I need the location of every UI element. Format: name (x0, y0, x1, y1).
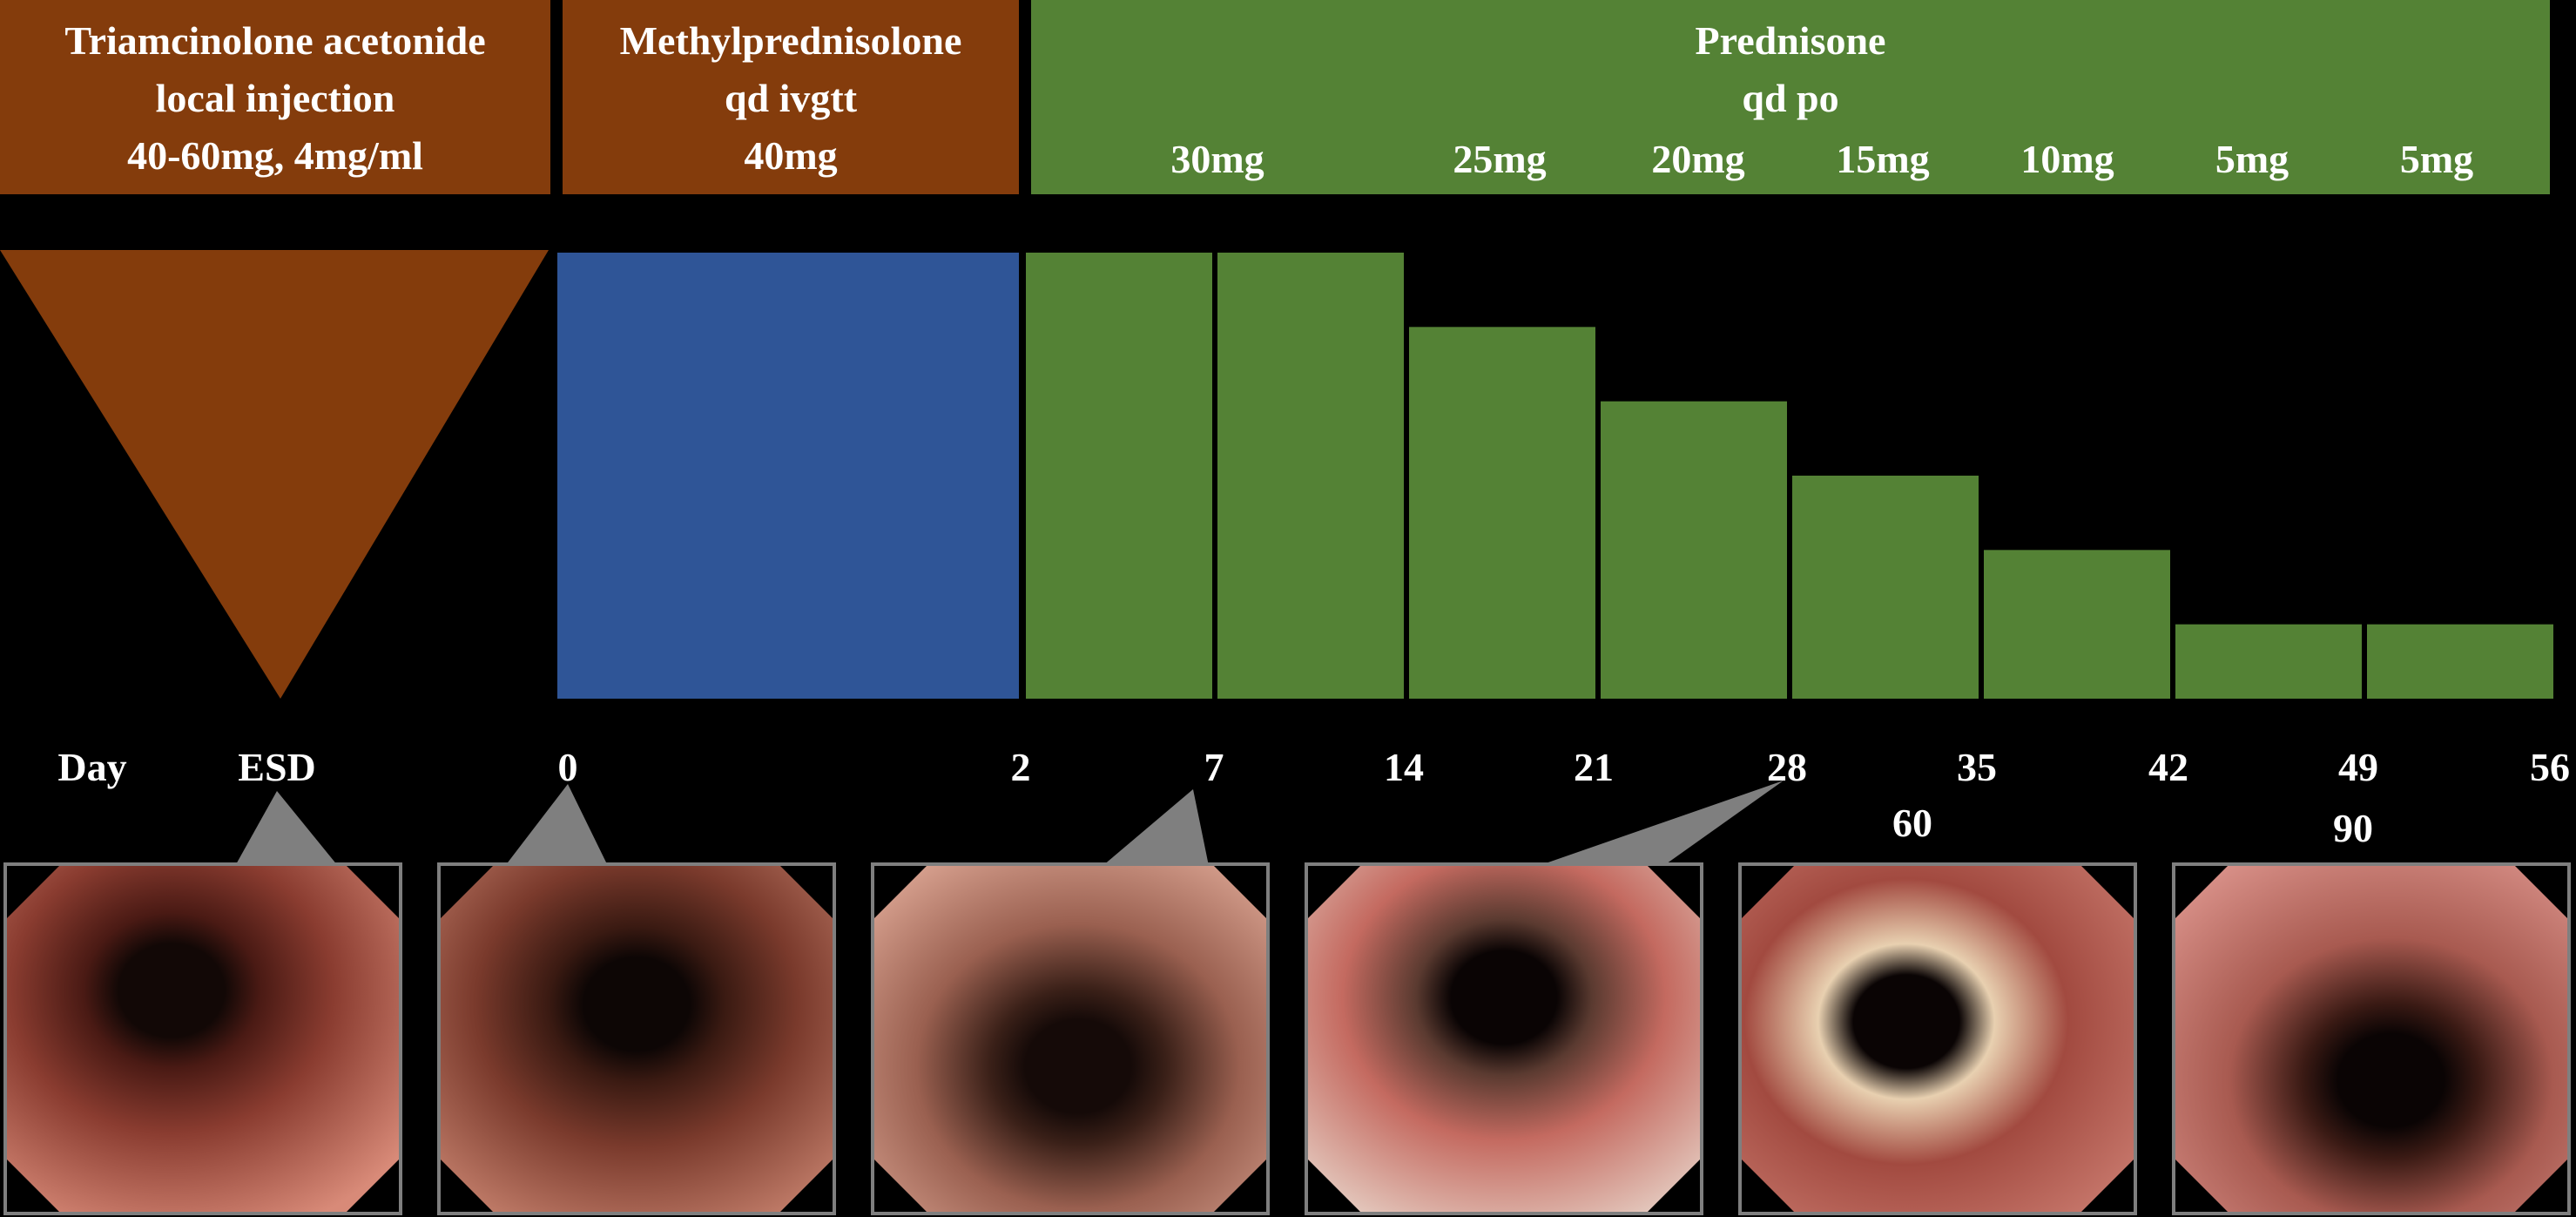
pointer-day0 (505, 784, 608, 866)
prednisone-dose-label: 5mg (2399, 137, 2474, 181)
prednisone-dose-label: 20mg (1651, 137, 1745, 181)
triamcinolone-injection-triangle (0, 250, 549, 699)
methylprednisolone-title: Methylprednisolone (619, 18, 962, 63)
prednisone-dose-label: 30mg (1170, 137, 1264, 181)
prednisone-bar-week-8 (2367, 624, 2553, 699)
day-90-label: 90 (2333, 806, 2373, 850)
day-tick-0: 0 (557, 745, 578, 789)
methylprednisolone-header: Methylprednisolone qd ivgtt 40mg (563, 0, 1019, 194)
esd-label: ESD (238, 745, 316, 789)
endoscopy-image-day0 (437, 862, 836, 1215)
prednisone-dose-label: 10mg (2020, 137, 2114, 181)
day-tick-28: 28 (1767, 745, 1807, 789)
triamcinolone-header: Triamcinolone acetonide local injection … (0, 0, 550, 194)
methylprednisolone-route: qd ivgtt (724, 76, 858, 120)
endoscopy-photo (7, 866, 399, 1212)
endoscopy-image-day7 (871, 862, 1270, 1215)
endoscopy-photo (441, 866, 833, 1212)
prednisone-bar-week-2 (1217, 253, 1404, 699)
day-tick-56: 56 (2530, 745, 2570, 789)
prednisone-bar-week-3 (1409, 327, 1595, 699)
prednisone-bar-week-7 (2175, 624, 2362, 699)
methylprednisolone-dose: 40mg (744, 133, 838, 178)
prednisone-bar-week-5 (1792, 476, 1979, 699)
endoscopy-photo (874, 866, 1266, 1212)
prednisone-route: qd po (1742, 76, 1839, 120)
day-tick-7: 7 (1204, 745, 1224, 789)
pointer-day7 (1103, 789, 1209, 866)
day-axis-label: Day (57, 745, 127, 789)
prednisone-bar-week-6 (1984, 550, 2170, 699)
endoscopy-image-day28 (1305, 862, 1703, 1215)
day-60-label: 60 (1892, 801, 1932, 845)
endoscopy-photo (1308, 866, 1700, 1212)
prednisone-bar-week-1 (1026, 253, 1212, 699)
prednisone-dose-label: 15mg (1836, 137, 1930, 181)
pointer-day28 (1538, 781, 1784, 866)
prednisone-dose-label: 5mg (2215, 137, 2289, 181)
endoscopy-image-esd (3, 862, 402, 1215)
prednisone-bars (1026, 253, 2553, 699)
day-tick-2: 2 (1010, 745, 1031, 789)
day-tick-42: 42 (2148, 745, 2188, 789)
day-tick-35: 35 (1957, 745, 1997, 789)
prednisone-dose-label: 25mg (1453, 137, 1547, 181)
triamcinolone-dose: 40-60mg, 4mg/ml (127, 133, 423, 178)
endoscopy-photo (1742, 866, 2134, 1212)
triamcinolone-title: Triamcinolone acetonide (64, 18, 486, 63)
day-tick-49: 49 (2338, 745, 2378, 789)
day-tick-14: 14 (1384, 745, 1424, 789)
endoscopy-image-day90 (2172, 862, 2571, 1215)
prednisone-title: Prednisone (1695, 18, 1886, 63)
day-tick-21: 21 (1574, 745, 1614, 789)
prednisone-header: Prednisone qd po (1031, 0, 2550, 194)
prednisone-bar-week-4 (1601, 401, 1787, 699)
pointer-esd (235, 791, 338, 866)
methylprednisolone-bar (557, 253, 1019, 699)
endoscopy-photo (2175, 866, 2567, 1212)
endoscopy-image-day60 (1738, 862, 2137, 1215)
triamcinolone-route: local injection (155, 76, 395, 120)
